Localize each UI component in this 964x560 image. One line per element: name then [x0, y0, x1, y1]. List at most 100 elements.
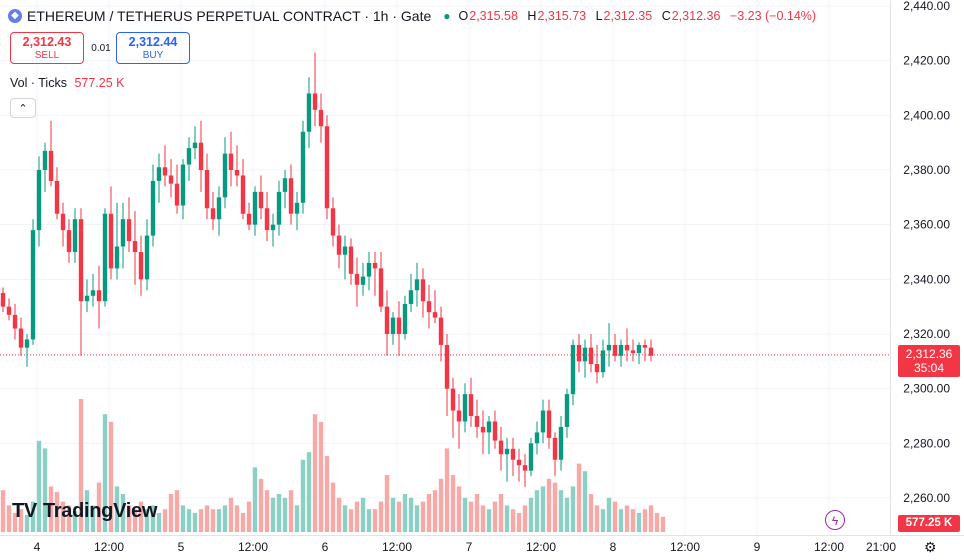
volume-bar	[636, 513, 642, 532]
volume-bar	[78, 399, 84, 532]
volume-bar	[516, 513, 522, 532]
candle-body	[204, 170, 210, 209]
volume-bar	[612, 501, 618, 532]
volume-bar	[36, 440, 42, 532]
tradingview-logo[interactable]: TV TradingView	[12, 500, 157, 523]
candle-body	[528, 443, 534, 471]
volume-legend[interactable]: Vol · Ticks 577.25 K	[10, 76, 125, 90]
candle-body	[138, 252, 144, 280]
volume-bar	[300, 459, 306, 532]
x-tick-label: 12:00	[814, 540, 844, 554]
candle-body	[504, 448, 510, 455]
candle-body	[636, 344, 642, 354]
volume-bar	[630, 509, 636, 532]
candle-body	[594, 364, 600, 373]
candle-body	[498, 440, 504, 455]
candle-body	[42, 150, 48, 170]
y-tick-label: 2,420.00	[903, 54, 950, 68]
last-price-label: 2,312.36 35:04	[898, 345, 960, 377]
candle-body	[600, 350, 606, 373]
candle-body	[282, 178, 288, 192]
candle-body	[258, 191, 264, 209]
candle-body	[456, 410, 462, 422]
volume-bar	[552, 482, 558, 532]
candle-body	[648, 347, 654, 356]
high-value: 2,315.73	[537, 9, 587, 23]
candle-body	[180, 164, 186, 206]
logo-text: TradingView	[42, 500, 158, 522]
volume-bar	[12, 513, 18, 532]
volume-bar	[252, 467, 258, 532]
volume-bar	[312, 414, 318, 532]
volume-bar	[462, 497, 468, 532]
change-value: −3.23 (−0.14%)	[729, 9, 817, 23]
candle-body	[108, 213, 114, 269]
buy-button[interactable]: 2,312.44 BUY	[116, 32, 190, 64]
candle-body	[360, 276, 366, 285]
volume-bar	[468, 501, 474, 532]
candle-body	[12, 314, 18, 329]
y-tick-label: 2,300.00	[903, 382, 950, 396]
candle-body	[84, 295, 90, 302]
sell-button[interactable]: 2,312.43 SELL	[10, 32, 84, 64]
chart-header: ◆ ETHEREUM / TETHERUS PERPETUAL CONTRACT…	[8, 7, 822, 25]
candle-body	[0, 293, 6, 307]
volume-bar	[234, 505, 240, 532]
volume-bar	[450, 475, 456, 532]
candle-body	[468, 394, 474, 416]
candle-body	[516, 459, 522, 466]
volume-bar	[600, 509, 606, 532]
candle-body	[624, 344, 630, 351]
candle-body	[354, 273, 360, 285]
candle-body	[168, 175, 174, 184]
volume-bar	[396, 501, 402, 532]
volume-bar	[534, 490, 540, 532]
spread-value: 0.01	[91, 43, 111, 54]
candle-body	[486, 421, 492, 433]
candle-body	[306, 93, 312, 132]
ethereum-icon[interactable]: ◆	[8, 9, 22, 23]
volume-bar	[240, 513, 246, 532]
candle-body	[90, 290, 96, 296]
candle-body	[414, 279, 420, 291]
volume-bar	[246, 501, 252, 532]
y-tick-label: 2,340.00	[903, 272, 950, 286]
volume-bar	[486, 509, 492, 532]
candle-body	[198, 142, 204, 170]
chevron-up-icon[interactable]: ⌃	[10, 98, 36, 118]
volume-bar	[576, 463, 582, 532]
volume-bar	[570, 486, 576, 532]
volume-bar	[498, 494, 504, 532]
symbol-title[interactable]: ETHEREUM / TETHERUS PERPETUAL CONTRACT ·…	[27, 8, 432, 24]
buy-label: BUY	[142, 50, 164, 61]
volume-bar	[120, 494, 126, 532]
volume-bar	[348, 509, 354, 532]
y-tick-label: 2,360.00	[903, 218, 950, 232]
candle-body	[162, 167, 168, 176]
volume-bar	[264, 490, 270, 532]
candle-body	[522, 465, 528, 471]
volume-bar	[288, 490, 294, 532]
candle-body	[420, 279, 426, 302]
volume-bar	[282, 497, 288, 532]
volume-bar	[210, 509, 216, 532]
candle-body	[462, 394, 468, 422]
candle-body	[102, 213, 108, 302]
market-status-dot: ●	[443, 9, 451, 23]
x-tick-label: 9	[754, 540, 761, 554]
volume-bar	[510, 509, 516, 532]
candle-body	[30, 230, 36, 340]
volume-bar	[540, 486, 546, 532]
lightning-icon[interactable]: ϟ	[825, 510, 845, 530]
candle-body	[534, 432, 540, 444]
x-tick-label: 7	[466, 540, 473, 554]
close-value: 2,312.36	[671, 9, 721, 23]
volume-bar	[426, 494, 432, 532]
volume-bar	[582, 471, 588, 532]
candle-body	[36, 170, 42, 231]
volume-bar	[648, 505, 654, 532]
candle-body	[174, 183, 180, 206]
candle-body	[240, 175, 246, 214]
gear-icon[interactable]: ⚙	[924, 539, 937, 555]
